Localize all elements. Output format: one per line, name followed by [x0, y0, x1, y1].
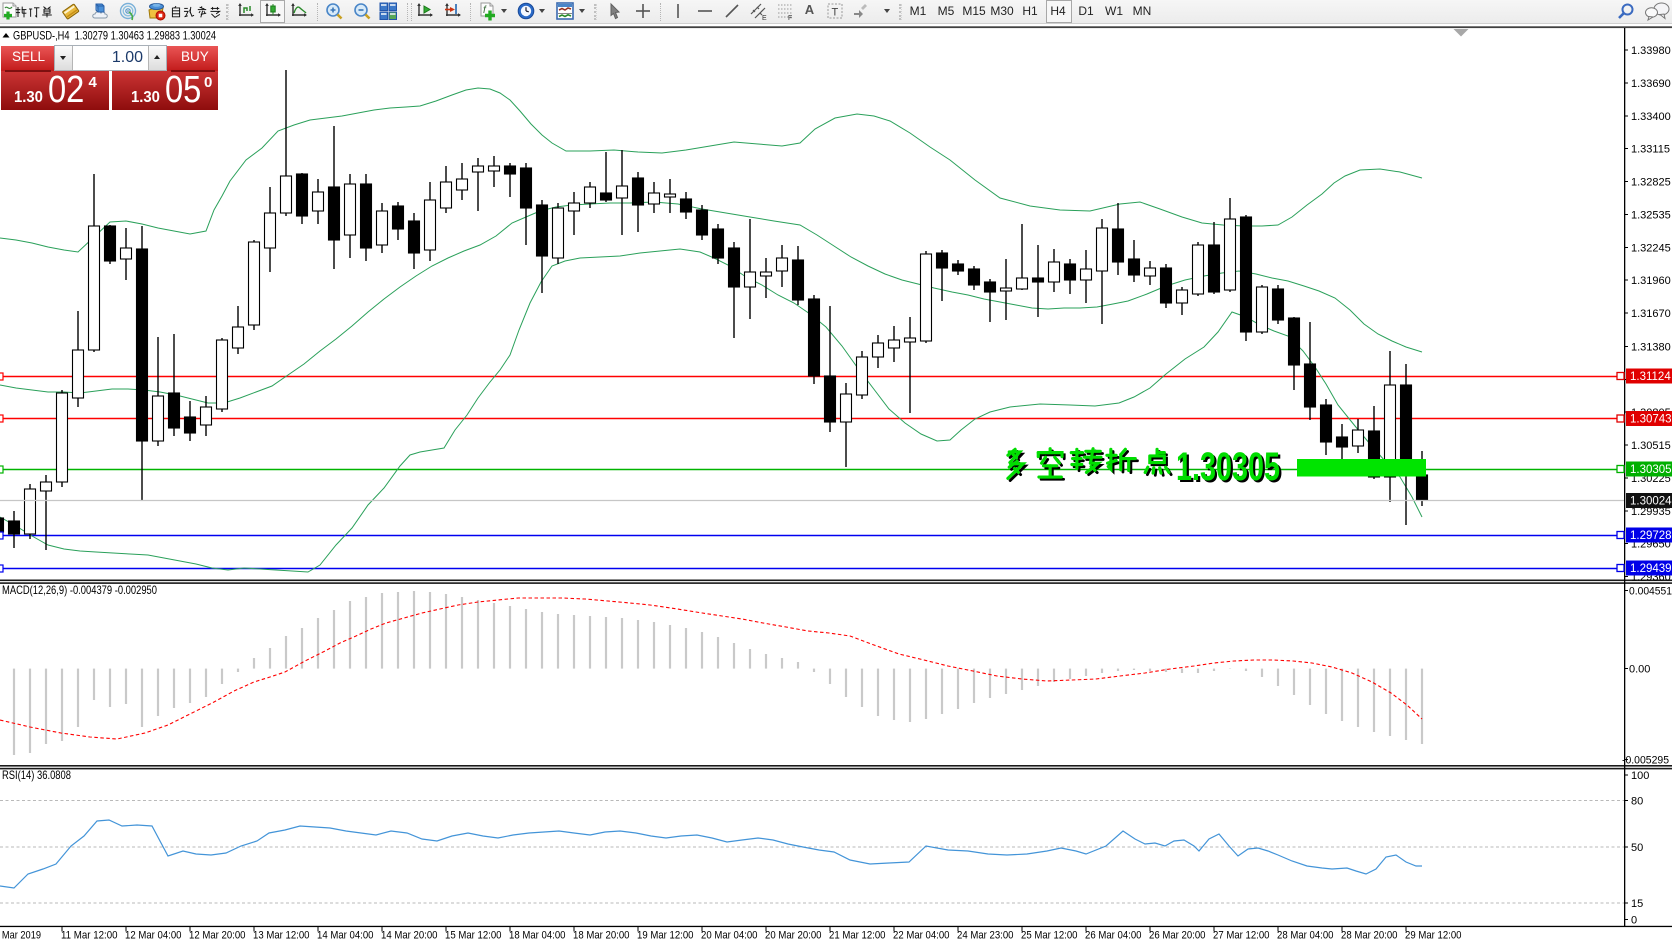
svg-text:11 Mar 12:00: 11 Mar 12:00 — [61, 930, 118, 942]
svg-text:12 Mar 20:00: 12 Mar 20:00 — [189, 930, 246, 942]
svg-text:20 Mar 20:00: 20 Mar 20:00 — [765, 930, 822, 942]
svg-text:26 Mar 04:00: 26 Mar 04:00 — [1085, 930, 1142, 942]
svg-text:100: 100 — [1631, 770, 1649, 782]
svg-text:26 Mar 20:00: 26 Mar 20:00 — [1149, 930, 1206, 942]
svg-text:T: T — [832, 7, 839, 19]
svg-text:50: 50 — [1631, 842, 1643, 854]
svg-text:25 Mar 12:00: 25 Mar 12:00 — [1021, 930, 1078, 942]
svg-text:13 Mar 12:00: 13 Mar 12:00 — [253, 930, 310, 942]
svg-text:1.33400: 1.33400 — [1631, 111, 1671, 123]
svg-text:1.29935: 1.29935 — [1631, 506, 1671, 518]
svg-text:GBPUSD-,H4 1.30279 1.30463 1.: GBPUSD-,H4 1.30279 1.30463 1.29883 1.300… — [13, 29, 216, 43]
svg-text:1.32535: 1.32535 — [1631, 210, 1671, 222]
svg-text:21 Mar 12:00: 21 Mar 12:00 — [829, 930, 886, 942]
svg-text:F: F — [788, 15, 792, 21]
svg-text:RSI(14) 36.0808: RSI(14) 36.0808 — [2, 768, 71, 782]
svg-text:-0.005295: -0.005295 — [1622, 755, 1669, 767]
svg-text:29 Mar 12:00: 29 Mar 12:00 — [1405, 930, 1462, 942]
svg-text:1.30305: 1.30305 — [1630, 464, 1672, 476]
svg-text:0.004551: 0.004551 — [1629, 586, 1672, 598]
svg-text:1.31960: 1.31960 — [1631, 275, 1671, 287]
svg-text:1.31124: 1.31124 — [1630, 371, 1671, 383]
svg-text:12 Mar 04:00: 12 Mar 04:00 — [125, 930, 182, 942]
svg-text:20 Mar 04:00: 20 Mar 04:00 — [701, 930, 758, 942]
svg-text:0.00: 0.00 — [1629, 664, 1650, 676]
svg-text:E: E — [762, 15, 767, 21]
svg-text:22 Mar 04:00: 22 Mar 04:00 — [893, 930, 950, 942]
svg-text:28 Mar 04:00: 28 Mar 04:00 — [1277, 930, 1334, 942]
svg-text:1.30743: 1.30743 — [1630, 414, 1672, 426]
svg-text:18 Mar 20:00: 18 Mar 20:00 — [573, 930, 630, 942]
svg-text:14 Mar 04:00: 14 Mar 04:00 — [317, 930, 374, 942]
svg-text:10 Mar 2019: 10 Mar 2019 — [0, 930, 41, 942]
svg-text:15 Mar 12:00: 15 Mar 12:00 — [445, 930, 502, 942]
svg-text:80: 80 — [1631, 796, 1643, 808]
svg-text:15: 15 — [1631, 898, 1643, 910]
svg-text:14 Mar 20:00: 14 Mar 20:00 — [381, 930, 438, 942]
svg-text:1.30305: 1.30305 — [1178, 447, 1282, 491]
svg-text:24 Mar 23:00: 24 Mar 23:00 — [957, 930, 1014, 942]
svg-text:1.33980: 1.33980 — [1631, 45, 1671, 57]
svg-text:MACD(12,26,9) -0.004379 -0.002: MACD(12,26,9) -0.004379 -0.002950 — [2, 583, 157, 597]
svg-text:1.33115: 1.33115 — [1631, 144, 1670, 156]
svg-text:1.30515: 1.30515 — [1631, 440, 1671, 452]
svg-text:1.29728: 1.29728 — [1630, 530, 1672, 542]
svg-text:1.32825: 1.32825 — [1631, 177, 1671, 189]
svg-text:0: 0 — [1631, 915, 1637, 927]
svg-text:f: f — [483, 5, 487, 16]
svg-text:1.32245: 1.32245 — [1631, 243, 1671, 255]
svg-text:27 Mar 12:00: 27 Mar 12:00 — [1213, 930, 1270, 942]
svg-text:1.29439: 1.29439 — [1630, 563, 1672, 575]
svg-text:1.30305: 1.30305 — [1176, 445, 1280, 489]
svg-text:1.33690: 1.33690 — [1631, 78, 1671, 90]
svg-text:1.31380: 1.31380 — [1631, 341, 1671, 353]
svg-text:1.31670: 1.31670 — [1631, 308, 1671, 320]
svg-text:1.30024: 1.30024 — [1630, 496, 1672, 508]
svg-text:18 Mar 04:00: 18 Mar 04:00 — [509, 930, 566, 942]
svg-text:28 Mar 20:00: 28 Mar 20:00 — [1341, 930, 1398, 942]
svg-text:19 Mar 12:00: 19 Mar 12:00 — [637, 930, 694, 942]
